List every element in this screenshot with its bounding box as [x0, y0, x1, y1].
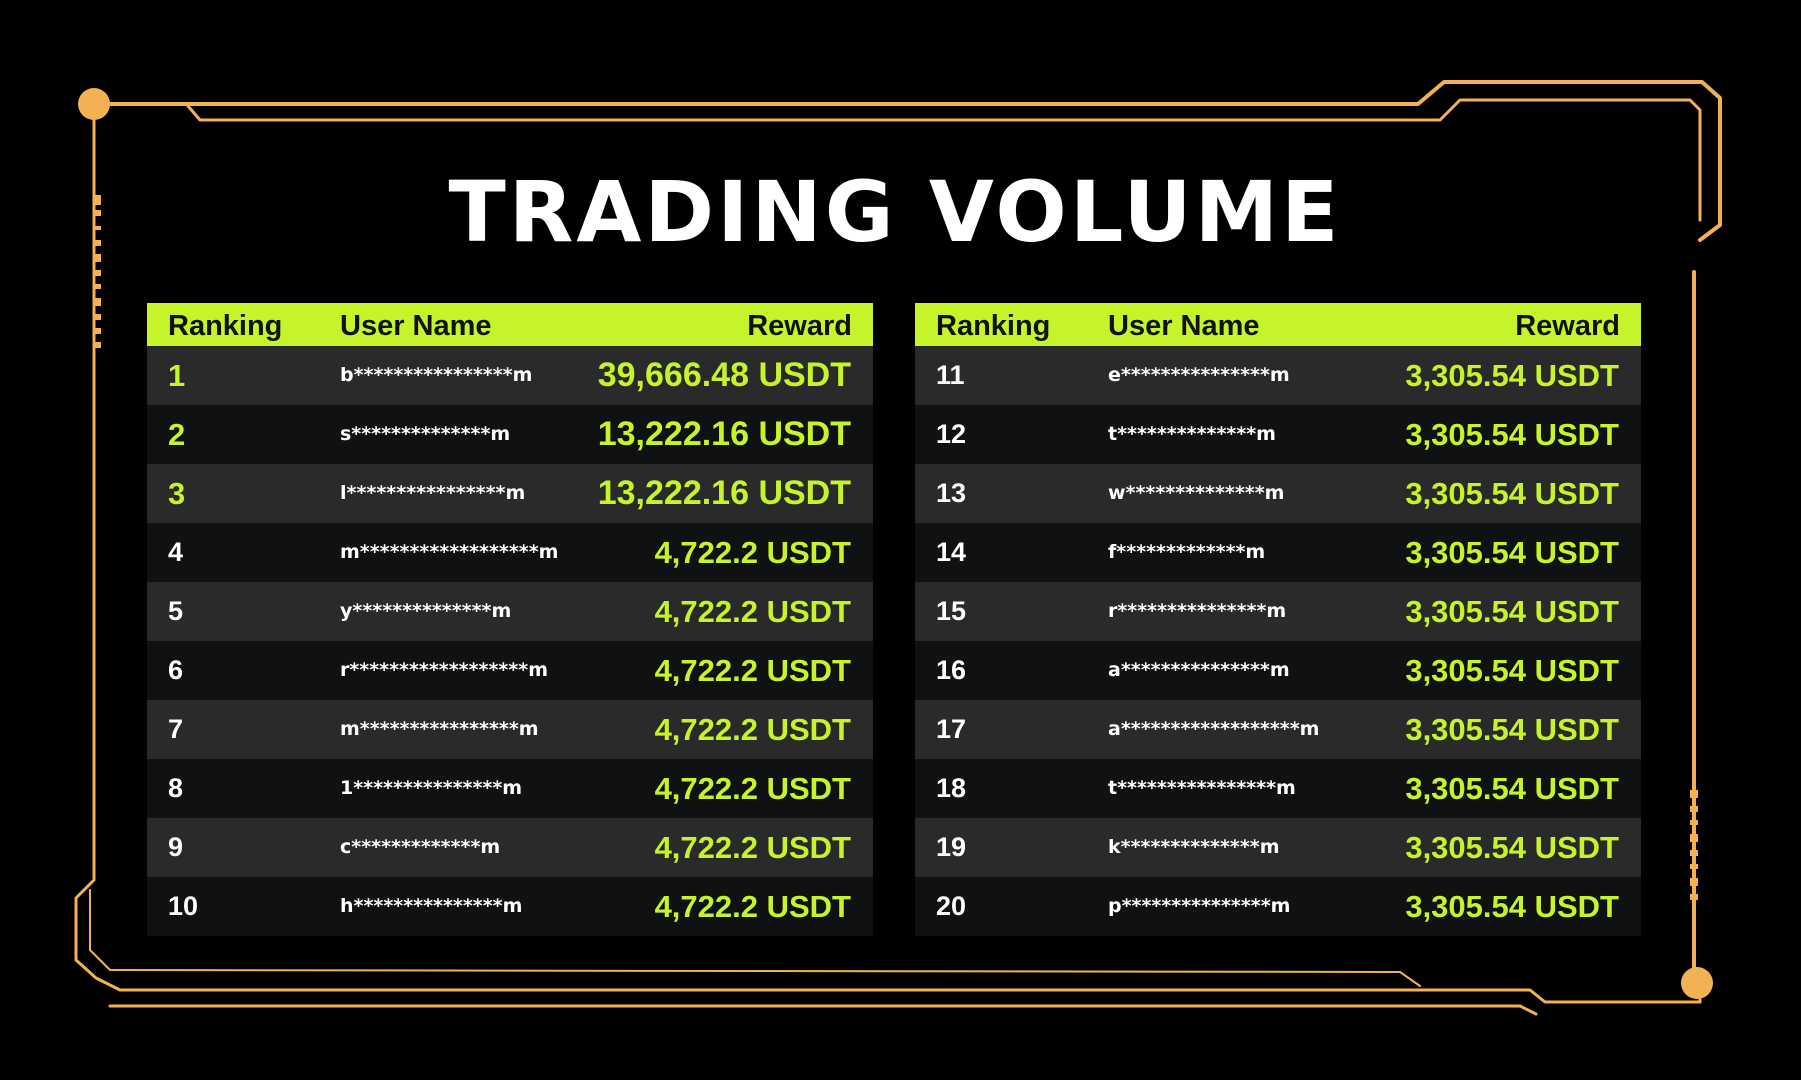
rank-cell: 6 [168, 655, 184, 685]
user-name-cell: w**************m [1108, 482, 1285, 504]
rank-cell: 8 [168, 773, 184, 803]
user-name-cell: a******************m [1108, 718, 1320, 740]
table-row: 18 t****************m 3,305.54 USDT [915, 759, 1641, 818]
user-name-cell: l****************m [340, 482, 526, 504]
table-row: 7 m****************m 4,722.2 USDT [147, 700, 873, 759]
user-name-cell: c*************m [340, 836, 501, 858]
header-ranking: Ranking [168, 310, 283, 342]
table-row: 20 p***************m 3,305.54 USDT [915, 877, 1641, 936]
rank-cell: 17 [936, 714, 967, 744]
reward-cell: 3,305.54 USDT [1405, 594, 1619, 629]
table-row: 2 s**************m 13,222.16 USDT [147, 405, 873, 464]
user-name-cell: m******************m [340, 541, 559, 563]
table-row: 13 w**************m 3,305.54 USDT [915, 464, 1641, 523]
reward-cell: 4,722.2 USDT [654, 594, 851, 629]
user-name-cell: h***************m [340, 895, 523, 917]
header-ranking: Ranking [936, 310, 1051, 342]
reward-cell: 4,722.2 USDT [654, 830, 851, 865]
rank-cell: 7 [168, 714, 184, 744]
reward-cell: 3,305.54 USDT [1405, 358, 1619, 393]
table-row: 16 a***************m 3,305.54 USDT [915, 641, 1641, 700]
user-name-cell: f*************m [1108, 541, 1266, 563]
rank-cell: 16 [936, 655, 967, 685]
rank-cell: 18 [936, 773, 967, 803]
user-name-cell: b****************m [340, 364, 533, 386]
rank-cell: 20 [936, 891, 967, 921]
reward-cell: 13,222.16 USDT [597, 474, 851, 512]
reward-cell: 4,722.2 USDT [654, 889, 851, 924]
table-row: 4 m******************m 4,722.2 USDT [147, 523, 873, 582]
rank-cell: 11 [936, 360, 965, 390]
rank-cell: 2 [168, 417, 186, 452]
header-user-name: User Name [1108, 310, 1260, 342]
rank-cell: 19 [936, 832, 967, 862]
reward-cell: 39,666.48 USDT [597, 356, 851, 394]
user-name-cell: t****************m [1108, 777, 1296, 799]
table-row: 11 e***************m 3,305.54 USDT [915, 346, 1641, 405]
user-name-cell: r******************m [340, 659, 549, 681]
reward-cell: 4,722.2 USDT [654, 771, 851, 806]
user-name-cell: p***************m [1108, 895, 1291, 917]
rank-cell: 1 [168, 358, 186, 393]
rank-cell: 4 [168, 537, 184, 567]
header-reward: Reward [747, 310, 852, 342]
reward-cell: 13,222.16 USDT [597, 415, 851, 453]
table-row: 6 r******************m 4,722.2 USDT [147, 641, 873, 700]
page-title: TRADING VOLUME [448, 163, 1342, 261]
header-reward: Reward [1515, 310, 1620, 342]
leaderboard-right: Ranking User Name Reward 11 e************… [915, 303, 1641, 936]
user-name-cell: e***************m [1108, 364, 1290, 386]
user-name-cell: y**************m [340, 600, 512, 622]
table-row: 1 b****************m 39,666.48 USDT [147, 346, 873, 405]
table-row: 8 1***************m 4,722.2 USDT [147, 759, 873, 818]
table-header: Ranking User Name Reward [147, 303, 873, 346]
table-row: 19 k**************m 3,305.54 USDT [915, 818, 1641, 877]
table-header: Ranking User Name Reward [915, 303, 1641, 346]
reward-cell: 4,722.2 USDT [654, 712, 851, 747]
reward-cell: 4,722.2 USDT [654, 535, 851, 570]
reward-cell: 3,305.54 USDT [1405, 830, 1619, 865]
user-name-cell: t**************m [1108, 423, 1276, 445]
user-name-cell: a***************m [1108, 659, 1290, 681]
header-user-name: User Name [340, 310, 492, 342]
reward-cell: 3,305.54 USDT [1405, 653, 1619, 688]
rank-cell: 9 [168, 832, 184, 862]
reward-cell: 3,305.54 USDT [1405, 535, 1619, 570]
user-name-cell: s**************m [340, 423, 511, 445]
leaderboard-left: Ranking User Name Reward 1 b*************… [147, 303, 873, 936]
rank-cell: 12 [936, 419, 967, 449]
table-row: 5 y**************m 4,722.2 USDT [147, 582, 873, 641]
user-name-cell: m****************m [340, 718, 539, 740]
reward-cell: 3,305.54 USDT [1405, 417, 1619, 452]
table-row: 3 l****************m 13,222.16 USDT [147, 464, 873, 523]
table-row: 14 f*************m 3,305.54 USDT [915, 523, 1641, 582]
reward-cell: 3,305.54 USDT [1405, 712, 1619, 747]
user-name-cell: 1***************m [340, 777, 523, 799]
table-row: 17 a******************m 3,305.54 USDT [915, 700, 1641, 759]
rank-cell: 14 [936, 537, 967, 567]
table-row: 15 r***************m 3,305.54 USDT [915, 582, 1641, 641]
rank-cell: 5 [168, 596, 184, 626]
rank-cell: 3 [168, 476, 186, 511]
reward-cell: 3,305.54 USDT [1405, 771, 1619, 806]
rank-cell: 10 [168, 891, 199, 921]
reward-cell: 4,722.2 USDT [654, 653, 851, 688]
table-row: 9 c*************m 4,722.2 USDT [147, 818, 873, 877]
table-row: 10 h***************m 4,722.2 USDT [147, 877, 873, 936]
table-row: 12 t**************m 3,305.54 USDT [915, 405, 1641, 464]
user-name-cell: r***************m [1108, 600, 1287, 622]
rank-cell: 13 [936, 478, 967, 508]
reward-cell: 3,305.54 USDT [1405, 889, 1619, 924]
user-name-cell: k**************m [1108, 836, 1280, 858]
reward-cell: 3,305.54 USDT [1405, 476, 1619, 511]
rank-cell: 15 [936, 596, 967, 626]
